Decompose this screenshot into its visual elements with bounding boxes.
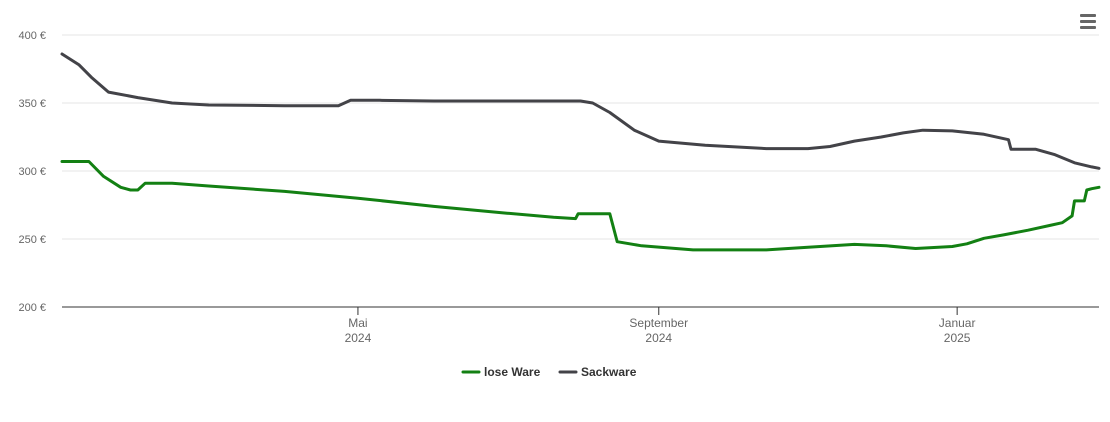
series-line[interactable]: [60, 52, 1101, 170]
x-tick-label: Januar: [939, 316, 976, 330]
x-tick-year: 2024: [345, 331, 372, 345]
y-tick-label: 250 €: [18, 234, 46, 246]
gridlines: [62, 34, 1099, 240]
legend-item[interactable]: Sackware: [558, 365, 637, 379]
y-tick-label: 400 €: [18, 30, 46, 42]
legend-item[interactable]: lose Ware: [461, 365, 541, 379]
hamburger-menu-icon[interactable]: [1076, 10, 1100, 34]
y-tick-label: 300 €: [18, 166, 46, 178]
series-lines: [60, 52, 1101, 252]
x-tick-year: 2025: [944, 331, 971, 345]
y-axis: 200 € 250 € 300 € 350 € 400 €: [18, 30, 46, 314]
x-tick-label: Mai: [348, 316, 367, 330]
legend-label: lose Ware: [484, 365, 541, 379]
y-tick-label: 350 €: [18, 98, 46, 110]
x-tick-label: September: [629, 316, 688, 330]
legend[interactable]: lose Ware Sackware: [461, 365, 637, 379]
series-line[interactable]: [60, 160, 1101, 252]
legend-label: Sackware: [581, 365, 637, 379]
x-tick-year: 2024: [645, 331, 672, 345]
y-tick-label: 200 €: [18, 302, 46, 314]
